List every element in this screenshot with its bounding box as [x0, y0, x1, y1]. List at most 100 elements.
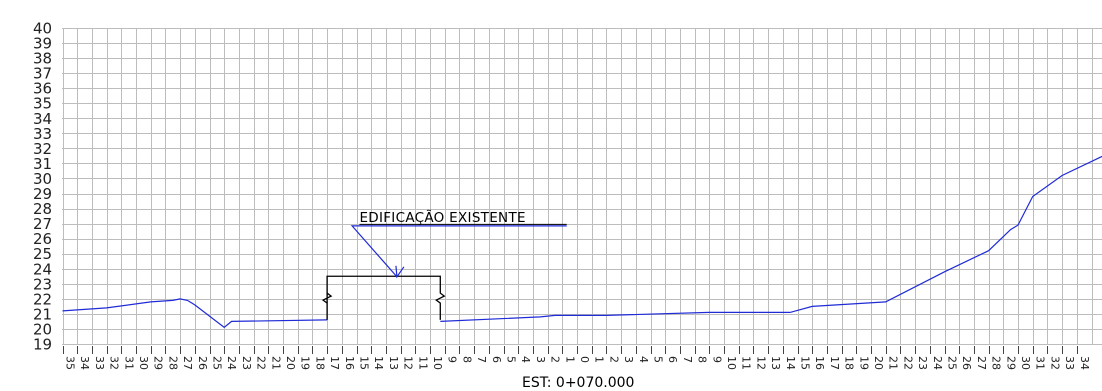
x-station-label: 12	[402, 356, 415, 370]
x-station-label: 8	[696, 356, 709, 363]
x-station-label: 7	[681, 356, 694, 363]
x-station-label: 7	[475, 356, 488, 363]
x-station-label: 32	[108, 356, 121, 370]
x-station-label: 1	[563, 356, 576, 363]
x-station-label: 11	[416, 356, 429, 370]
x-station-label: 18	[313, 356, 326, 370]
x-station-label: 18	[843, 356, 856, 370]
x-station-label: 4	[519, 356, 532, 363]
x-station-label: 9	[446, 356, 459, 363]
terrain-series	[62, 155, 1102, 329]
y-tick-label: 22	[33, 290, 52, 308]
x-station-label: 29	[1004, 356, 1017, 370]
x-station-label: 17	[328, 356, 341, 370]
y-tick-label: 20	[33, 320, 52, 338]
y-tick-label: 30	[33, 170, 52, 188]
y-tick-label: 27	[33, 215, 52, 233]
y-tick-label: 32	[33, 140, 52, 158]
x-station-label: 34	[1078, 356, 1091, 370]
x-station-label: 2	[549, 356, 562, 363]
x-station-label: 24	[225, 356, 238, 370]
y-tick-label: 19	[33, 336, 52, 354]
x-station-label: 24	[931, 356, 944, 370]
x-station-label: 34	[78, 356, 91, 370]
x-station-label: 17	[828, 356, 841, 370]
annotation-arrowhead	[395, 265, 405, 279]
y-tick-label: 36	[33, 80, 52, 98]
y-tick-label: 28	[33, 200, 52, 218]
annotation-leader-line	[350, 225, 567, 278]
y-tick-label: 35	[33, 95, 52, 113]
x-station-label: 28	[990, 356, 1003, 370]
x-station-label: 12	[754, 356, 767, 370]
x-station-label: 19	[857, 356, 870, 370]
x-station-label: 16	[813, 356, 826, 370]
x-station-label: 11	[740, 356, 753, 370]
station-caption: EST: 0+070.000	[522, 375, 634, 391]
x-station-label: 1	[593, 356, 606, 363]
x-station-label: 32	[1048, 356, 1061, 370]
x-station-label: 19	[299, 356, 312, 370]
x-station-label: 10	[725, 356, 738, 370]
terrain-line-left	[62, 298, 328, 329]
x-station-label: 21	[269, 356, 282, 370]
x-station-label: 35	[64, 356, 77, 370]
x-station-label: 23	[240, 356, 253, 370]
x-station-label: 33	[1063, 356, 1076, 370]
x-station-label: 20	[284, 356, 297, 370]
x-station-label: 4	[637, 356, 650, 363]
x-station-label: 6	[666, 356, 679, 363]
y-tick-label: 39	[33, 35, 52, 53]
x-station-label: 13	[387, 356, 400, 370]
building-wall-outline	[321, 275, 446, 320]
x-station-label: 3	[534, 356, 547, 363]
x-station-label: 16	[343, 356, 356, 370]
y-axis-labels: 1920212223242526272829303132333435363738…	[33, 20, 52, 354]
x-station-label: 14	[372, 356, 385, 370]
x-station-label: 3	[622, 356, 635, 363]
terrain-line-right	[440, 155, 1102, 322]
x-station-label: 29	[152, 356, 165, 370]
y-tick-label: 24	[33, 260, 52, 278]
y-tick-label: 25	[33, 245, 52, 263]
x-station-label: 21	[887, 356, 900, 370]
x-station-label: 31	[1034, 356, 1047, 370]
x-station-label: 28	[166, 356, 179, 370]
x-station-label: 31	[122, 356, 135, 370]
x-station-label: 22	[901, 356, 914, 370]
x-station-label: 27	[181, 356, 194, 370]
y-tick-label: 29	[33, 185, 52, 203]
x-station-label: 27	[975, 356, 988, 370]
x-station-label: 8	[460, 356, 473, 363]
x-station-label: 9	[710, 356, 723, 363]
x-station-label: 10	[431, 356, 444, 370]
y-tick-label: 31	[33, 155, 52, 173]
x-station-label: 2	[607, 356, 620, 363]
y-tick-label: 34	[33, 110, 52, 128]
x-station-label: 6	[490, 356, 503, 363]
x-station-label: 26	[196, 356, 209, 370]
x-station-label: 23	[916, 356, 929, 370]
annotation-label: EDIFICAÇÃO EXISTENTE	[359, 209, 525, 226]
x-station-label: 26	[960, 356, 973, 370]
building-outline	[321, 275, 446, 320]
y-tick-label: 21	[33, 305, 52, 323]
x-station-label: 13	[769, 356, 782, 370]
x-axis-labels: 35 34 33 32 31 30 29 28 27 26 25 24 23 22 21 20 19 18 17 16…	[64, 356, 1091, 370]
x-axis-ticks	[63, 346, 1078, 354]
x-station-label: 5	[505, 356, 518, 363]
x-station-label: 30	[1019, 356, 1032, 370]
y-tick-label: 38	[33, 50, 52, 68]
x-station-label: 25	[211, 356, 224, 370]
x-station-label: 14	[784, 356, 797, 370]
x-station-label: 33	[93, 356, 106, 370]
x-station-label: 5	[652, 356, 665, 363]
y-tick-label: 26	[33, 230, 52, 248]
y-tick-label: 40	[33, 20, 52, 38]
y-tick-label: 37	[33, 65, 52, 83]
y-tick-label: 23	[33, 275, 52, 293]
x-station-label: 30	[137, 356, 150, 370]
annotation: EDIFICAÇÃO EXISTENTE	[350, 209, 567, 279]
x-station-label: 20	[872, 356, 885, 370]
